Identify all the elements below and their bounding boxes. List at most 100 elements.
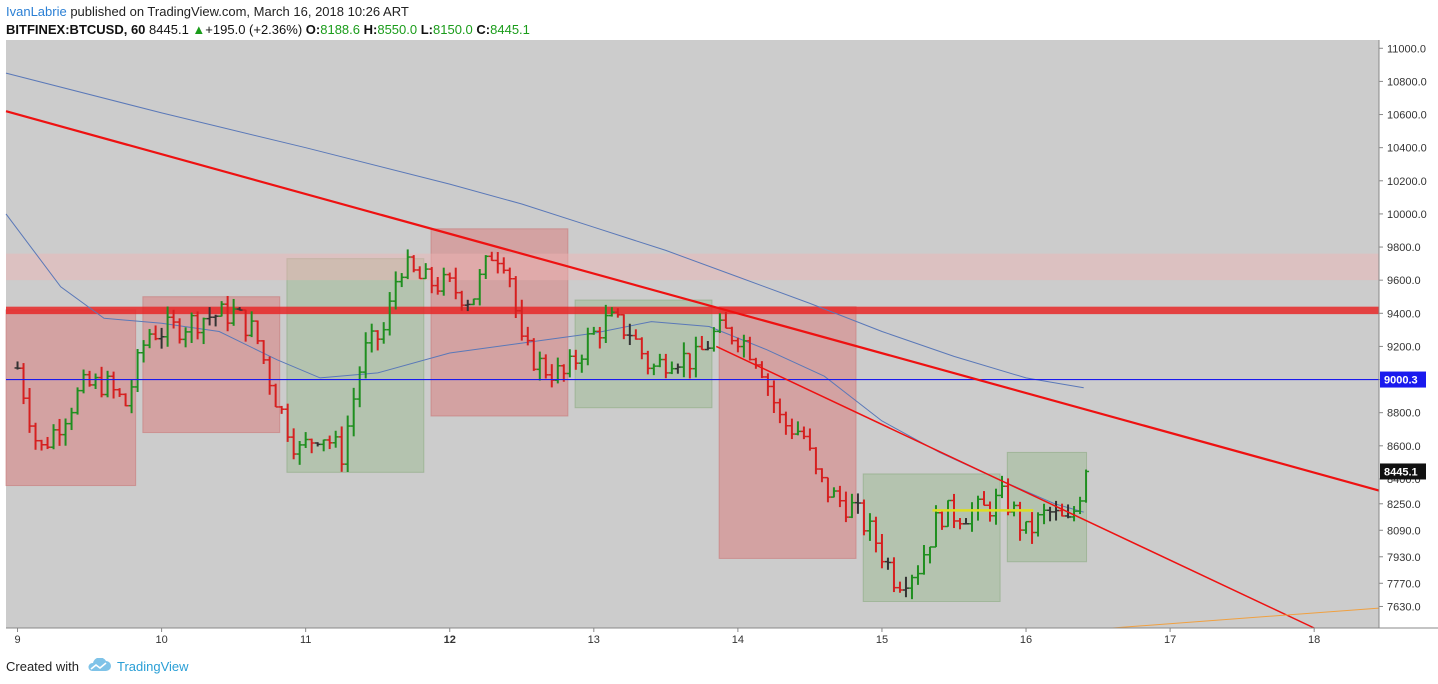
ohlc-bar	[428, 266, 435, 294]
ohlc-bar	[938, 510, 945, 530]
ohlc-bar	[608, 307, 615, 317]
x-tick-label: 10	[155, 634, 167, 646]
ohlc-bar	[620, 314, 627, 340]
ohlc-bar	[788, 418, 795, 440]
y-tick-label: 10200.0	[1387, 176, 1427, 188]
ohlc-bar	[824, 476, 831, 503]
ohlc-bar	[356, 366, 363, 408]
ohlc-bar	[86, 370, 93, 387]
ohlc-bar	[644, 350, 651, 375]
ohlc-bar	[218, 301, 225, 317]
y-tick-label: 10400.0	[1387, 143, 1427, 155]
y-tick-label: 10000.0	[1387, 209, 1427, 221]
ohlc-bar	[692, 336, 699, 378]
ohlc-bar	[278, 405, 285, 414]
ohlc-bar	[1029, 512, 1036, 544]
ohlc-bar	[476, 269, 483, 306]
ohlc-bar	[110, 371, 117, 399]
ohlc-bar	[993, 488, 1000, 525]
ohlc-bar	[836, 485, 843, 508]
last-price: 8445.1	[149, 22, 189, 37]
ohlc-bar	[542, 354, 549, 379]
band-1	[6, 306, 1379, 315]
ohlc-bar	[902, 576, 909, 598]
y-tick-label: 8090.0	[1387, 525, 1421, 537]
ohlc-bar	[14, 361, 21, 370]
ohlc-bar	[374, 330, 381, 351]
ohlc-bar	[872, 516, 879, 553]
ohlc-bar	[626, 323, 633, 346]
ohlc-bar	[140, 340, 147, 363]
low-label: L:	[420, 22, 434, 37]
y-tick-label: 10600.0	[1387, 110, 1427, 122]
y-tick-label: 7630.0	[1387, 601, 1421, 613]
band-0	[6, 253, 1379, 281]
ohlc-bar	[650, 363, 657, 376]
zone-green-6	[862, 473, 1001, 602]
footer: Created with TradingView	[6, 657, 189, 675]
ohlc-bar	[446, 272, 453, 283]
price-label-0: 9000.3	[1380, 371, 1426, 388]
symbol-line: BITFINEX:BTCUSD, 60 8445.1 ▲+195.0 (+2.3…	[6, 22, 530, 37]
high-label: H:	[363, 22, 378, 37]
ohlc-bar	[302, 432, 309, 449]
ohlc-bar	[908, 574, 915, 600]
ohlc-bar	[398, 273, 405, 288]
ohlc-bar	[452, 267, 459, 300]
ohlc-bar	[662, 353, 669, 379]
ohlc-bar	[944, 499, 951, 528]
ohlc-bar	[638, 337, 645, 360]
trendlines-layer	[5, 110, 1380, 629]
ohlc-bar	[782, 411, 789, 435]
x-tick-label: 18	[1308, 634, 1320, 646]
price-labels: 9000.3 8445.1	[1380, 371, 1426, 480]
close-label: C:	[476, 22, 491, 37]
ohlc-bar	[668, 361, 675, 375]
ohlc-bar	[518, 299, 525, 341]
trendline-0	[5, 110, 1380, 492]
ohlc-bars-layer	[14, 249, 1090, 600]
ohlc-bar	[704, 341, 711, 351]
ohlc-bar	[158, 327, 165, 349]
ohlc-bar	[1071, 506, 1078, 522]
ohlc-bar	[284, 403, 291, 442]
ohlc-bar	[572, 349, 579, 370]
ohlc-bar	[482, 255, 489, 280]
ohlc-bar	[236, 307, 243, 311]
ohlc-bar	[878, 533, 885, 569]
price-axis[interactable]: 11000.0 10800.0 10600.0 10400.0 10200.0 10000…	[1379, 43, 1427, 613]
ohlc-bar	[812, 447, 819, 475]
ohlc-bar	[170, 309, 177, 329]
ohlc-bar	[566, 349, 573, 378]
ohlc-bar	[56, 418, 63, 446]
y-tick-label: 9200.0	[1387, 341, 1421, 353]
ohlc-bar	[74, 387, 81, 415]
ohlc-bar	[548, 364, 555, 388]
time-axis[interactable]: 9 10 11 12 13 14 15 16 17 18	[14, 628, 1320, 646]
ohlc-bar	[999, 475, 1006, 499]
ohlc-bar	[422, 263, 429, 280]
ohlc-bar	[38, 439, 45, 451]
ohlc-bar	[884, 557, 891, 570]
ohlc-bar	[1053, 500, 1060, 521]
ohlc-bar	[314, 442, 321, 447]
ohlc-bar	[1047, 506, 1054, 522]
x-tick-label: 11	[300, 634, 311, 646]
ohlc-bar	[578, 354, 585, 373]
price-chart[interactable]: 11000.0 10800.0 10600.0 10400.0 10200.0 10000…	[0, 40, 1438, 652]
ohlc-bar	[1041, 503, 1048, 525]
ohlc-bar	[1011, 501, 1018, 517]
ohlc-bar	[326, 435, 333, 450]
ohlc-bar	[698, 335, 705, 351]
ohlc-bar	[128, 379, 135, 414]
ohlc-bar	[404, 249, 411, 280]
ohlc-bar	[488, 251, 495, 262]
zone-red-5	[718, 306, 857, 559]
ohlc-bar	[164, 306, 171, 347]
ohlc-bar	[98, 366, 105, 398]
author-link[interactable]: IvanLabrie	[6, 4, 67, 19]
ohlc-bar	[800, 426, 807, 440]
tradingview-link[interactable]: TradingView	[116, 659, 189, 674]
ohlc-bar	[458, 290, 465, 311]
ohlc-bar	[680, 342, 687, 378]
